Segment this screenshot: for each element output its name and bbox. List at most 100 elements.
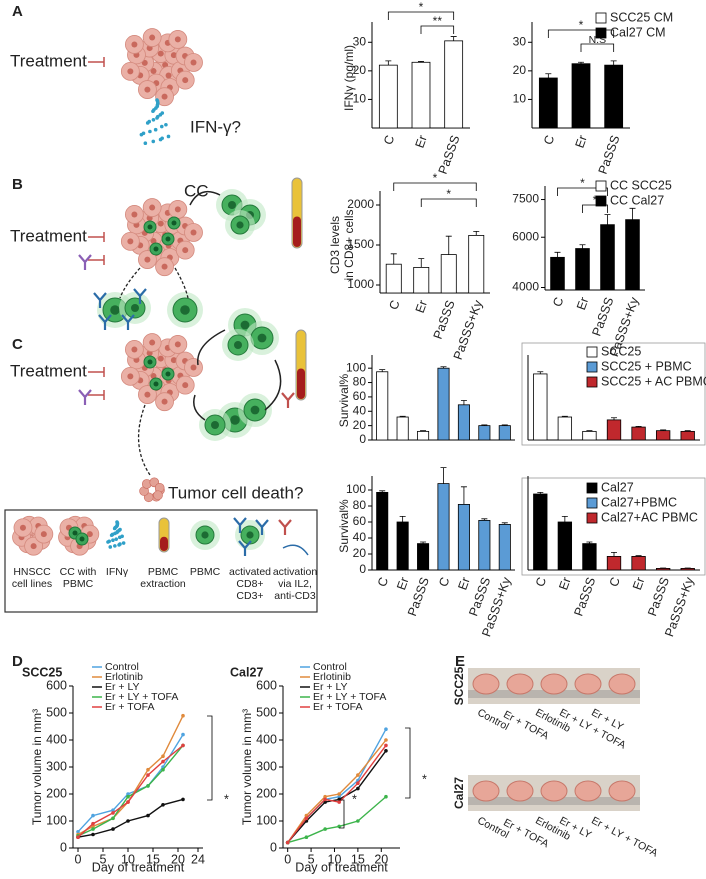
error-bar xyxy=(390,253,397,265)
bar xyxy=(575,248,590,291)
point xyxy=(181,797,185,802)
arrow xyxy=(174,267,189,299)
ifn-dot xyxy=(158,137,163,142)
bar xyxy=(655,430,671,441)
bar xyxy=(498,524,511,571)
panel-label: E xyxy=(455,653,465,670)
legend-box-text: activated xyxy=(229,566,271,578)
x-tick-label: 24 xyxy=(191,852,205,866)
legend-box-text: PBMC xyxy=(63,578,94,590)
legend-swatch xyxy=(586,482,598,494)
y-axis-title: Tumor volume in mm³ xyxy=(240,709,254,825)
y-tick-label: 200 xyxy=(256,786,277,800)
error-bar xyxy=(379,369,386,372)
x-tick-label: C xyxy=(533,575,549,588)
y-tick-label: 60 xyxy=(353,514,367,528)
y-tick-label: 6000 xyxy=(512,229,539,243)
error-bar xyxy=(440,366,447,369)
ifn-dot xyxy=(145,121,150,125)
legend-label: Cal27 xyxy=(601,480,634,494)
point xyxy=(126,819,130,823)
error-bar xyxy=(440,467,447,484)
legend-box-text: PBMC xyxy=(148,566,179,578)
legend-swatch xyxy=(586,497,598,509)
bar xyxy=(376,371,389,441)
ifn-dot xyxy=(151,118,156,122)
cell-nucleus xyxy=(149,34,156,41)
ifn-dot xyxy=(148,129,152,134)
significance-label: * xyxy=(352,792,357,806)
series-line xyxy=(287,744,387,844)
significance-label: * xyxy=(580,176,585,190)
legend-label: Cal27+AC PBMC xyxy=(601,510,698,524)
y-tick-label: 500 xyxy=(256,705,277,719)
ifn-dot xyxy=(166,134,171,139)
antibody xyxy=(278,519,292,535)
arrow xyxy=(282,544,309,556)
cell-nucleus xyxy=(19,524,26,531)
x-tick-label: PaSSS xyxy=(571,575,598,618)
error-bar xyxy=(420,430,427,432)
significance-label: * xyxy=(593,193,598,207)
legend-label: Erlotinib xyxy=(105,671,143,683)
legend-label: Er + TOFA xyxy=(313,701,363,713)
significance-bracket xyxy=(557,187,608,196)
significance-bracket xyxy=(420,198,477,207)
tumor xyxy=(506,780,534,802)
x-tick-label: Er xyxy=(455,575,472,592)
tumor xyxy=(540,673,568,695)
cell-nucleus xyxy=(170,52,177,59)
significance-label: * xyxy=(224,792,229,806)
bar xyxy=(680,430,695,441)
legend-swatch xyxy=(586,512,598,524)
point xyxy=(384,743,388,748)
y-tick-label: 20 xyxy=(353,418,367,432)
error-bar xyxy=(578,61,584,64)
y-tick-label: 100 xyxy=(346,360,366,374)
point xyxy=(161,754,165,758)
x-axis-title: Day of treatment xyxy=(92,860,185,874)
panel-label: A xyxy=(12,3,23,20)
cell-nucleus xyxy=(190,229,197,236)
error-bar xyxy=(611,552,617,557)
y-tick-label: 100 xyxy=(256,813,277,827)
cell-nucleus xyxy=(144,391,151,398)
cell-nucleus xyxy=(257,333,267,343)
legend-label: Cal27+PBMC xyxy=(601,495,677,509)
legend-label: Control xyxy=(313,661,347,673)
antibody xyxy=(238,540,252,556)
cell-nucleus xyxy=(131,346,138,353)
cell-nucleus xyxy=(174,36,181,43)
legend-swatch xyxy=(595,12,607,24)
x-tick-label: C xyxy=(381,133,397,146)
ifn-dot xyxy=(109,533,114,538)
cell-nucleus xyxy=(250,405,260,415)
cell-nucleus xyxy=(153,381,159,387)
cell-nucleus xyxy=(182,247,189,254)
ifn-dot xyxy=(115,520,120,525)
arrow xyxy=(264,359,282,411)
point xyxy=(304,816,309,821)
antibody xyxy=(255,519,269,535)
bar xyxy=(557,521,573,571)
ifn-label: IFN-γ? xyxy=(190,117,241,136)
antibody xyxy=(78,254,92,270)
x-tick-label: C xyxy=(541,133,557,146)
ifn-dot xyxy=(164,122,168,127)
cell-nucleus xyxy=(174,206,181,213)
error-bar xyxy=(610,60,617,66)
x-tick-label: C xyxy=(550,295,566,308)
y-tick-label: 0 xyxy=(60,840,67,854)
x-tick-label: 5 xyxy=(100,852,107,866)
point xyxy=(384,794,388,799)
y-tick-label: 0 xyxy=(359,562,366,576)
point xyxy=(91,813,95,818)
tumor xyxy=(574,673,602,695)
point xyxy=(356,773,360,777)
x-tick-label: 20 xyxy=(171,852,185,866)
cell-nucleus xyxy=(170,357,177,364)
error-bar xyxy=(473,231,480,236)
legend-swatch xyxy=(586,376,598,388)
bar xyxy=(437,483,450,571)
ifn-dot xyxy=(118,527,122,532)
